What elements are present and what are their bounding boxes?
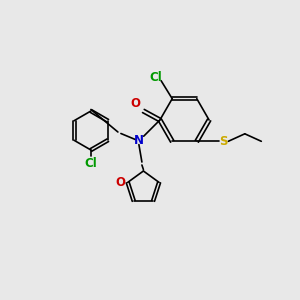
Text: N: N: [134, 134, 144, 148]
Text: O: O: [130, 97, 140, 110]
Text: O: O: [115, 176, 125, 189]
Text: Cl: Cl: [149, 71, 162, 84]
Text: S: S: [220, 135, 228, 148]
Text: Cl: Cl: [85, 157, 97, 170]
